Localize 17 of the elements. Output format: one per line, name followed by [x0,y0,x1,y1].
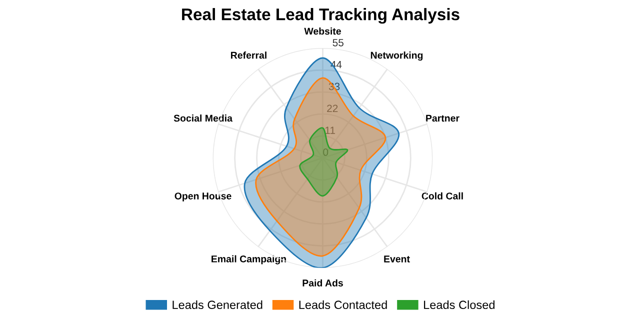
chart-title: Real Estate Lead Tracking Analysis [182,8,460,24]
spoke-label: Website [304,28,341,35]
spoke-label: Event [384,256,410,262]
spoke-label: Referral [231,52,266,59]
y-tick-label: 22 [327,104,338,112]
y-tick-label: 55 [332,39,344,46]
y-tick-label: 11 [325,126,335,134]
legend-label: Leads Generated [172,300,262,310]
legend-label: Leads Contacted [299,300,387,310]
legend-label: Leads Closed [424,300,494,310]
spoke-label: Cold Call [422,192,463,200]
spoke-label: Networking [370,52,423,61]
spoke-label: Paid Ads [302,279,343,286]
spoke-label: Email Campaign [212,255,286,264]
spoke-label: Partner [426,114,460,122]
spoke-label: Social Media [174,114,233,122]
spoke-label: Open House [174,192,232,202]
